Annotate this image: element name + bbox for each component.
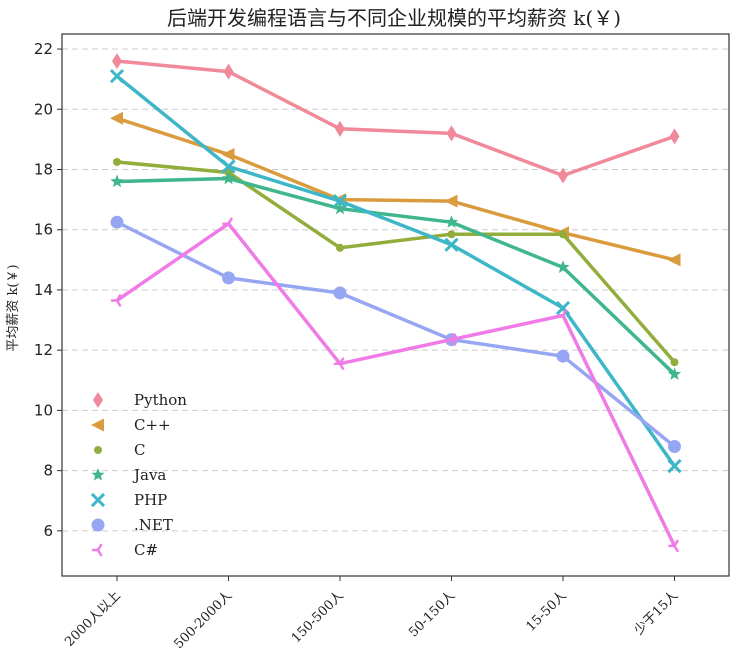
- y-tick-label: 8: [43, 462, 53, 480]
- x-tick-label: 2000人以上: [62, 588, 124, 650]
- data-point-java: [556, 260, 570, 274]
- series-line-php: [115, 74, 676, 468]
- data-point-net: [333, 286, 347, 300]
- data-point-c: [110, 294, 122, 307]
- data-point-c: [113, 157, 121, 166]
- y-axis-label: 平均薪资 k(￥): [6, 264, 21, 351]
- data-point-c: [444, 194, 458, 208]
- data-point-python: [669, 128, 680, 145]
- series-line-java: [116, 176, 676, 376]
- data-point-c: [110, 111, 123, 125]
- data-point-net: [110, 215, 124, 229]
- x-tick-label: 15-50人: [524, 588, 570, 634]
- data-point-c: [668, 539, 679, 553]
- data-point-java: [444, 215, 459, 228]
- data-point-php: [444, 237, 459, 252]
- data-point-c: [559, 230, 567, 239]
- series-line-c: [116, 116, 675, 262]
- legend-label-c: C: [134, 441, 145, 459]
- y-tick-label: 16: [34, 221, 53, 239]
- x-tick-label: 150-500人: [289, 588, 347, 646]
- data-point-java: [667, 367, 682, 380]
- legend-marker-java: [91, 468, 105, 481]
- data-point-java: [221, 171, 236, 185]
- data-point-php: [221, 159, 236, 174]
- y-tick-label: 6: [43, 522, 53, 540]
- data-point-net: [222, 271, 235, 285]
- plot-frame: [61, 33, 730, 577]
- legend-label-net: .NET: [134, 516, 173, 534]
- y-tick-label: 20: [34, 100, 53, 118]
- series-line-c: [116, 221, 677, 547]
- y-tick-label: 14: [34, 281, 53, 299]
- plot-area: 6 8 10 12 14 16 18 20 22 2000人以上 500-2000人 150-500人…: [34, 33, 730, 652]
- x-tick-label: 500-2000人: [171, 588, 235, 652]
- legend-marker-c: [91, 543, 103, 557]
- data-point-php: [332, 193, 348, 209]
- legend-label-php: PHP: [134, 491, 167, 509]
- data-point-c: [556, 309, 568, 322]
- data-point-php: [109, 69, 125, 84]
- data-point-python: [335, 120, 345, 137]
- data-point-python: [223, 63, 234, 80]
- series-line-c: [116, 160, 676, 364]
- data-point-java: [333, 201, 347, 215]
- data-point-c: [336, 243, 344, 252]
- data-point-net: [668, 440, 681, 454]
- legend-label-c: C++: [134, 416, 171, 434]
- x-tick-label: 少于15人: [631, 588, 681, 638]
- data-point-c: [333, 357, 345, 370]
- legend-marker-net: [91, 518, 105, 532]
- legend-marker-c: [94, 446, 102, 454]
- y-tick-label: 12: [34, 341, 53, 359]
- data-point-python: [558, 167, 568, 184]
- data-point-c: [670, 358, 679, 367]
- data-point-java: [110, 174, 124, 188]
- series-line-net: [116, 220, 676, 448]
- data-point-c: [445, 333, 456, 346]
- data-point-c: [447, 230, 456, 239]
- legend-label-c: C#: [134, 541, 158, 559]
- data-point-c: [667, 253, 681, 267]
- data-point-net: [556, 349, 570, 363]
- legend-label-python: Python: [134, 391, 187, 409]
- data-point-c: [221, 147, 235, 161]
- data-point-python: [112, 53, 122, 70]
- legend-marker-c: [91, 418, 104, 432]
- y-tick-label: 18: [34, 161, 53, 179]
- legend-label-java: Java: [132, 466, 166, 484]
- series-line-python: [116, 59, 676, 178]
- data-point-c: [222, 217, 233, 230]
- data-point-php: [667, 458, 682, 474]
- chart-title: 后端开发编程语言与不同企业规模的平均薪资 k(￥): [167, 6, 621, 30]
- data-point-python: [446, 125, 457, 142]
- y-tick-label: 22: [34, 40, 53, 58]
- legend-marker-php: [90, 492, 106, 508]
- x-tick-label: 50-150人: [406, 588, 458, 640]
- legend-marker-python: [93, 392, 103, 408]
- y-tick-label: 10: [34, 401, 53, 419]
